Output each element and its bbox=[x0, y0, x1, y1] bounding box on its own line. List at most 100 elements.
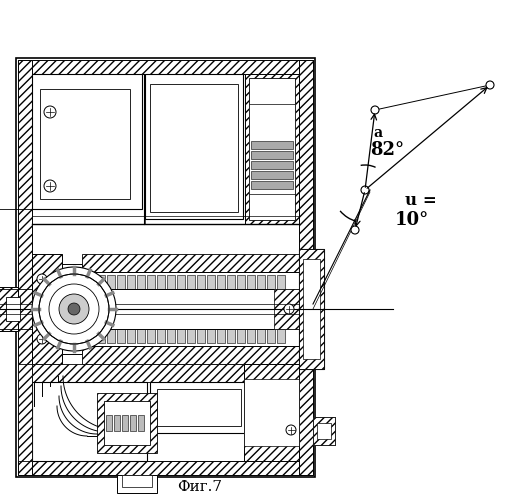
Bar bbox=[257, 275, 265, 289]
Bar bbox=[247, 275, 255, 289]
Circle shape bbox=[361, 186, 369, 194]
Bar bbox=[197, 275, 205, 289]
Bar bbox=[147, 329, 155, 343]
Bar bbox=[32, 254, 62, 364]
Bar bbox=[267, 329, 275, 343]
Bar bbox=[32, 364, 299, 382]
Bar bbox=[267, 275, 275, 289]
Bar bbox=[251, 151, 293, 159]
Bar bbox=[187, 275, 195, 289]
Bar bbox=[277, 329, 285, 343]
Bar bbox=[138, 415, 144, 431]
Bar bbox=[137, 329, 145, 343]
Bar bbox=[18, 364, 32, 461]
Bar bbox=[114, 415, 120, 431]
Bar bbox=[117, 329, 125, 343]
Bar bbox=[106, 415, 112, 431]
Bar bbox=[257, 329, 265, 343]
Text: 10°: 10° bbox=[395, 211, 429, 229]
Bar bbox=[117, 475, 157, 493]
Bar bbox=[6, 297, 20, 321]
Circle shape bbox=[44, 180, 56, 192]
Bar bbox=[18, 60, 313, 74]
Bar bbox=[197, 329, 205, 343]
Circle shape bbox=[351, 226, 359, 234]
Bar bbox=[167, 329, 175, 343]
Bar bbox=[303, 259, 320, 359]
Bar bbox=[157, 275, 165, 289]
Text: 82°: 82° bbox=[370, 141, 404, 159]
Bar bbox=[107, 329, 115, 343]
Bar bbox=[117, 275, 125, 289]
Bar bbox=[244, 379, 299, 446]
Bar bbox=[82, 272, 299, 346]
Bar bbox=[32, 382, 147, 461]
Circle shape bbox=[486, 81, 494, 89]
Bar bbox=[145, 74, 243, 219]
Bar bbox=[244, 364, 299, 461]
Bar bbox=[167, 275, 175, 289]
Bar bbox=[137, 275, 145, 289]
Bar bbox=[127, 275, 135, 289]
Bar bbox=[177, 275, 185, 289]
Circle shape bbox=[49, 284, 99, 334]
Bar bbox=[277, 275, 285, 289]
Bar bbox=[18, 461, 313, 475]
Bar bbox=[237, 329, 245, 343]
Bar bbox=[107, 275, 115, 289]
Circle shape bbox=[371, 106, 379, 114]
Bar bbox=[245, 74, 299, 224]
Bar bbox=[150, 382, 248, 433]
Bar bbox=[207, 275, 215, 289]
Bar bbox=[97, 329, 105, 343]
Bar bbox=[16, 58, 315, 477]
Bar bbox=[177, 329, 185, 343]
Bar bbox=[62, 264, 82, 354]
Bar bbox=[217, 275, 225, 289]
Bar bbox=[122, 475, 152, 487]
Circle shape bbox=[68, 303, 80, 315]
Bar bbox=[82, 289, 299, 329]
Bar bbox=[97, 393, 157, 453]
Bar bbox=[217, 329, 225, 343]
Bar bbox=[157, 389, 241, 426]
Bar bbox=[227, 329, 235, 343]
Bar bbox=[187, 329, 195, 343]
Bar bbox=[313, 417, 335, 445]
Bar bbox=[127, 329, 135, 343]
Bar bbox=[317, 423, 331, 439]
Text: Фиг.7: Фиг.7 bbox=[177, 480, 223, 494]
Bar bbox=[82, 346, 299, 364]
Bar bbox=[97, 275, 105, 289]
Bar bbox=[147, 275, 155, 289]
Circle shape bbox=[37, 274, 47, 284]
Bar bbox=[237, 275, 245, 289]
Circle shape bbox=[39, 274, 109, 344]
Bar bbox=[251, 181, 293, 189]
Bar bbox=[251, 161, 293, 169]
Bar bbox=[251, 171, 293, 179]
Bar bbox=[87, 329, 95, 343]
Text: a: a bbox=[373, 126, 382, 140]
Bar bbox=[122, 415, 128, 431]
Bar bbox=[18, 60, 32, 475]
Bar bbox=[227, 275, 235, 289]
Bar bbox=[299, 249, 324, 369]
Bar bbox=[157, 329, 165, 343]
Bar bbox=[0, 287, 18, 331]
Circle shape bbox=[32, 267, 116, 351]
Circle shape bbox=[286, 425, 296, 435]
Bar bbox=[249, 78, 295, 220]
Bar bbox=[87, 275, 95, 289]
Bar bbox=[40, 89, 130, 199]
Circle shape bbox=[59, 294, 89, 324]
Text: u =: u = bbox=[405, 192, 437, 209]
Circle shape bbox=[284, 304, 294, 314]
Circle shape bbox=[37, 334, 47, 344]
Bar bbox=[130, 415, 136, 431]
Bar bbox=[313, 417, 335, 445]
Circle shape bbox=[44, 106, 56, 118]
Bar bbox=[251, 141, 293, 149]
Bar bbox=[82, 254, 299, 272]
Bar bbox=[207, 329, 215, 343]
